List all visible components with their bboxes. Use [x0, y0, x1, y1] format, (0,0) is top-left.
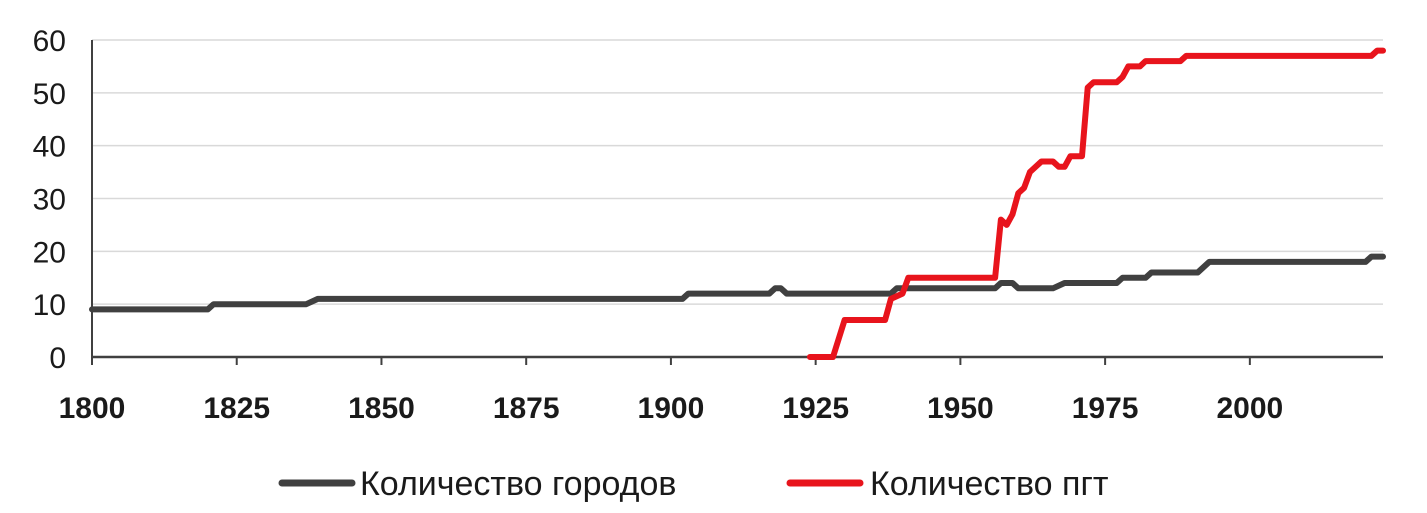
y-tick-label: 10	[33, 289, 66, 322]
legend: Количество городов Количество пгт	[278, 465, 1108, 503]
y-tick-label: 60	[33, 25, 66, 58]
series-line-2	[806, 47, 1386, 360]
x-tick-label: 1900	[638, 392, 705, 425]
y-axis-ticks: 0 10 20 30 40 50 60	[33, 25, 66, 375]
grid-lines	[92, 39, 1383, 305]
x-tick-label: 1825	[203, 392, 270, 425]
y-tick-label: 30	[33, 184, 66, 217]
y-tick-label: 20	[33, 236, 66, 269]
x-tick-label: 1950	[927, 392, 994, 425]
x-tick-label: 2000	[1216, 392, 1283, 425]
legend-label-2: Количество пгт	[870, 465, 1108, 503]
x-tick-label: 1850	[348, 392, 415, 425]
y-tick-label: 50	[33, 78, 66, 111]
x-tick-label: 1925	[782, 392, 849, 425]
y-tick-label: 0	[49, 342, 66, 375]
x-tick-label: 1975	[1072, 392, 1139, 425]
series-line-1	[89, 253, 1386, 313]
x-tick-label: 1800	[59, 392, 126, 425]
series-lines	[89, 47, 1386, 360]
x-tick-label: 1875	[493, 392, 560, 425]
y-tick-label: 40	[33, 131, 66, 164]
x-axis: 1800 1825 1850 1875 1900 1925 1950 1975 2000	[59, 40, 1383, 425]
legend-label-1: Количество городов	[360, 465, 676, 503]
